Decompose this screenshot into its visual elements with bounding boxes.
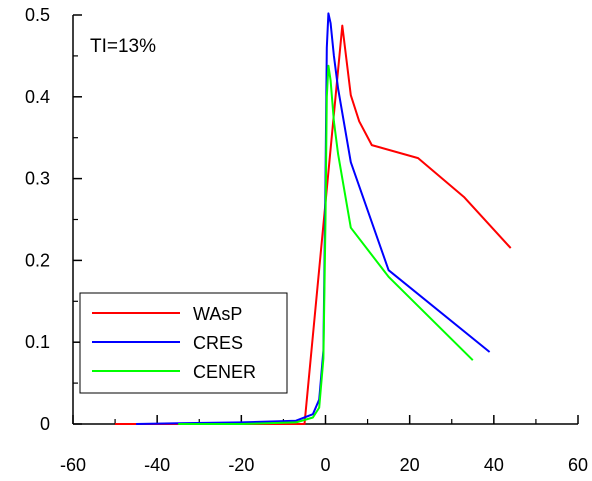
x-tick-label: -20: [228, 455, 254, 475]
legend-label-cres: CRES: [193, 333, 243, 353]
legend-label-wasp: WAsP: [193, 304, 242, 324]
y-tick-label: 0.3: [25, 169, 50, 189]
x-tick-label: -40: [144, 455, 170, 475]
x-tick-label: -60: [60, 455, 86, 475]
legend: WAsP CRES CENER: [79, 292, 288, 394]
x-tick-label: 60: [568, 455, 588, 475]
x-tick-label: 40: [484, 455, 504, 475]
y-tick-label: 0.1: [25, 332, 50, 352]
y-tick-label: 0: [40, 414, 50, 434]
legend-label-cener: CENER: [193, 362, 256, 382]
x-tick-label: 0: [320, 455, 330, 475]
x-tick-label: 20: [400, 455, 420, 475]
series-lines: [115, 12, 512, 425]
y-tick-label: 0.5: [25, 5, 50, 25]
series-line-cener: [178, 64, 474, 425]
y-tick-label: 0.4: [25, 87, 50, 107]
ti-annotation: TI=13%: [90, 36, 156, 57]
series-line-wasp: [115, 24, 512, 425]
axis-tick-labels: -60 -40 -20 0 20 40 60 0 0.1 0.2 0.3 0.4 0.5: [25, 5, 588, 475]
y-tick-label: 0.2: [25, 250, 50, 270]
